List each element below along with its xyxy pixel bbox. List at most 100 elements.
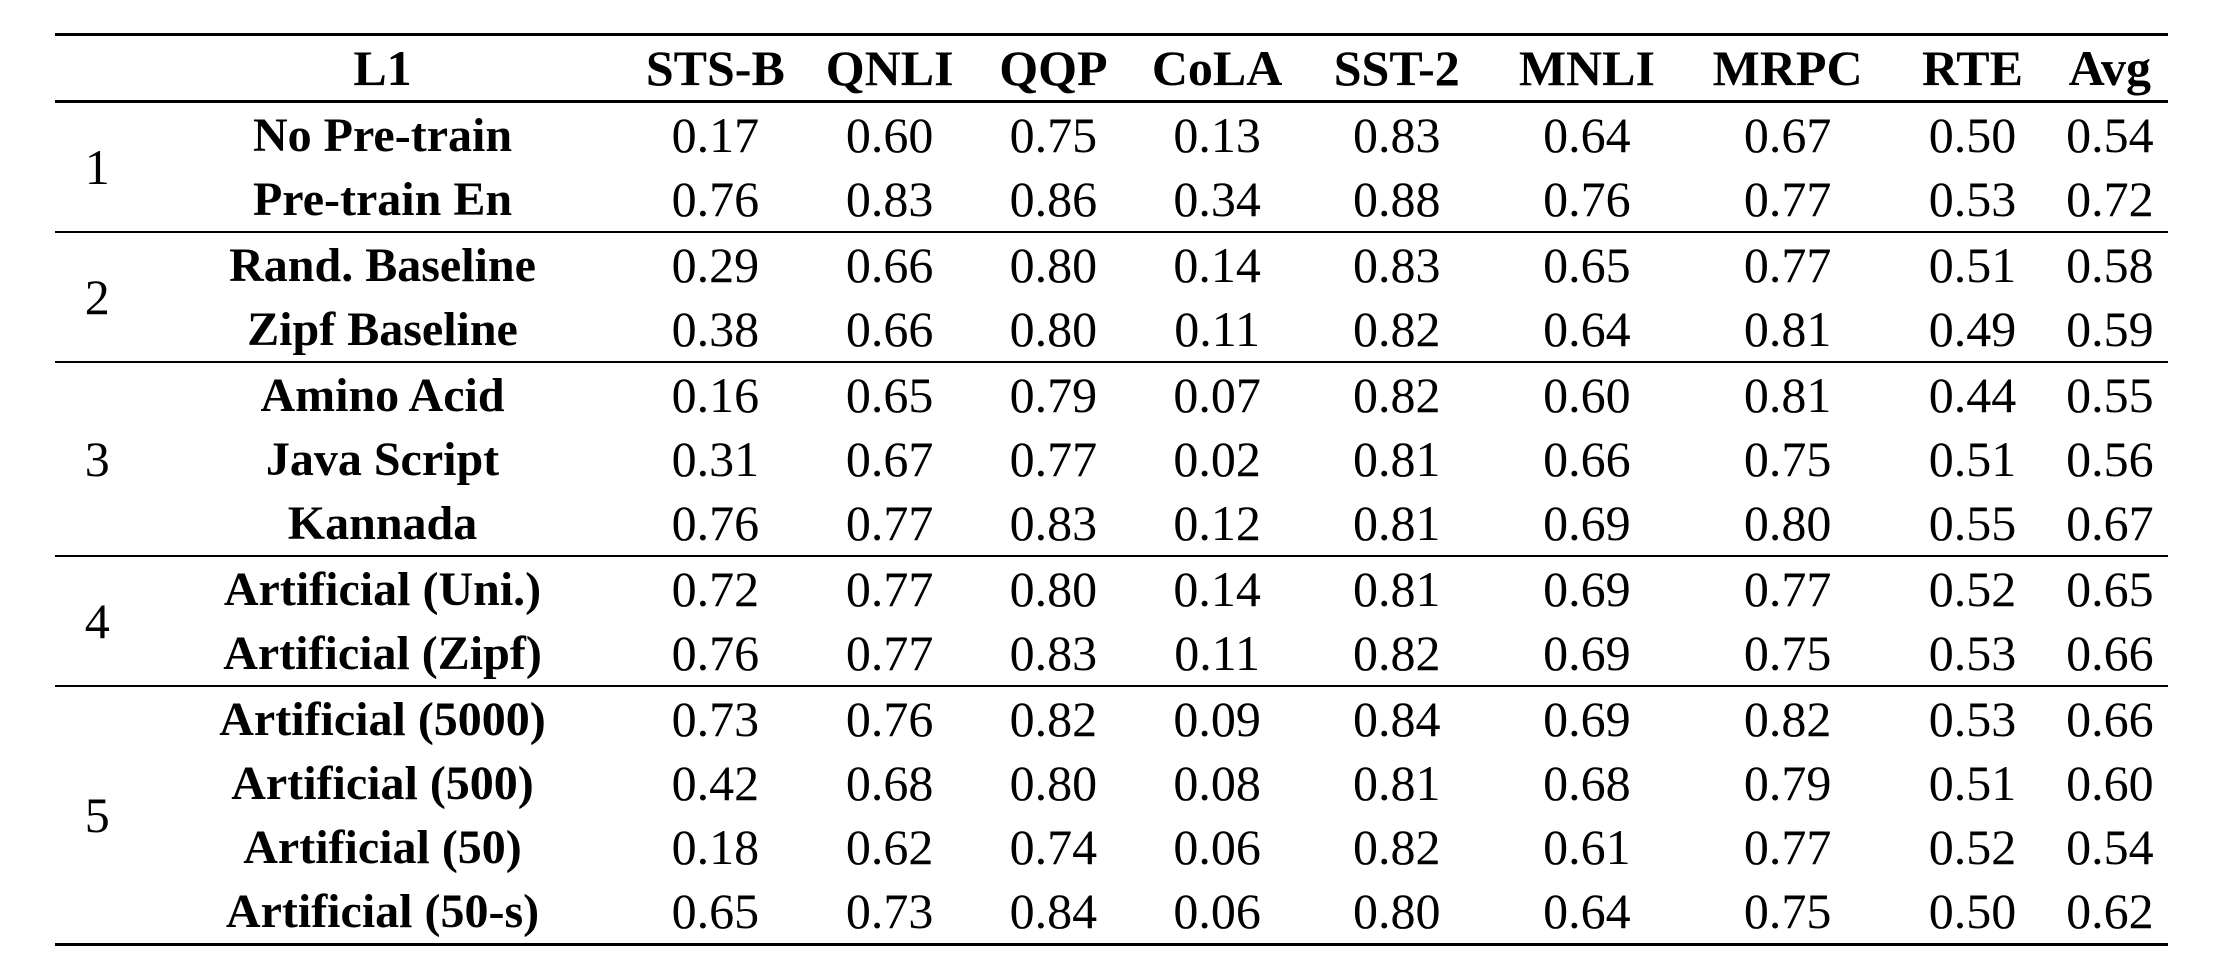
cell-value: 0.76	[671, 171, 760, 227]
cell-value: 0.68	[845, 755, 934, 811]
cell-value: 0.67	[845, 431, 934, 487]
cell-value: 0.75	[1743, 431, 1832, 487]
cell-value: 0.80	[1009, 561, 1098, 617]
row-label: Zipf Baseline	[247, 302, 518, 356]
cell-value: 0.12	[1173, 495, 1261, 551]
cell-value: 0.77	[1743, 237, 1832, 293]
cell-value: 0.76	[671, 625, 760, 681]
table-row: Java Script 0.31 0.67 0.77 0.02 0.81 0.66 0.75 0…	[55, 427, 2168, 491]
cell-value: 0.60	[1543, 367, 1631, 423]
cell-value: 0.72	[671, 561, 760, 617]
cell-value: 0.81	[1352, 561, 1441, 617]
cell-value: 0.55	[2066, 367, 2154, 423]
cell-value: 0.51	[1928, 755, 2017, 811]
cell-value: 0.80	[1009, 755, 1098, 811]
group-number: 2	[84, 269, 110, 325]
cell-value: 0.17	[671, 107, 760, 163]
cell-value: 0.65	[845, 367, 934, 423]
cell-value: 0.80	[1352, 883, 1441, 939]
cell-value: 0.69	[1543, 691, 1631, 747]
cell-value: 0.56	[2066, 431, 2154, 487]
cell-value: 0.66	[2066, 691, 2154, 747]
cell-value: 0.77	[1743, 561, 1832, 617]
cell-value: 0.83	[845, 171, 934, 227]
cell-value: 0.53	[1928, 691, 2017, 747]
cell-value: 0.66	[2066, 625, 2154, 681]
cell-value: 0.59	[2066, 301, 2154, 357]
cell-value: 0.81	[1743, 367, 1832, 423]
cell-value: 0.64	[1543, 107, 1631, 163]
cell-value: 0.81	[1743, 301, 1832, 357]
cell-value: 0.67	[2066, 495, 2154, 551]
group-column-header	[55, 35, 140, 102]
table-header: L1 STS-B QNLI QQP CoLA SST-2 MNLI MRPC RTE Avg	[55, 35, 2168, 102]
cell-value: 0.83	[1009, 495, 1098, 551]
cell-value: 0.80	[1009, 301, 1098, 357]
row-label: Amino Acid	[260, 368, 505, 422]
cell-value: 0.69	[1543, 561, 1631, 617]
cell-value: 0.88	[1352, 171, 1441, 227]
table-row: 5 Artificial (5000) 0.73 0.76 0.82 0.09 0.84 0.…	[55, 686, 2168, 843]
cell-value: 0.82	[1352, 301, 1441, 357]
header-row: L1 STS-B QNLI QQP CoLA SST-2 MNLI MRPC RTE Avg	[55, 35, 2168, 102]
cell-value: 0.67	[1743, 107, 1832, 163]
cell-value: 0.11	[1174, 625, 1260, 681]
column-header-mnli: MNLI	[1518, 40, 1655, 96]
row-label: Artificial (50)	[243, 820, 522, 874]
cell-value: 0.75	[1009, 107, 1098, 163]
group-number: 5	[84, 787, 110, 843]
column-header-cola: CoLA	[1151, 40, 1283, 96]
cell-value: 0.77	[845, 625, 934, 681]
row-group-1: 1 No Pre-train 0.17 0.60 0.75 0.13 0.83 0.64 0.6…	[55, 102, 2168, 233]
column-header-sst-2: SST-2	[1333, 40, 1460, 96]
paper-results-table-container: L1 STS-B QNLI QQP CoLA SST-2 MNLI MRPC RTE Avg 1 N…	[55, 33, 2168, 946]
cell-value: 0.07	[1173, 367, 1261, 423]
column-header-mrpc: MRPC	[1712, 40, 1863, 96]
cell-value: 0.86	[1009, 171, 1098, 227]
table-row: Zipf Baseline 0.38 0.66 0.80 0.11 0.82 0.64 0.8…	[55, 297, 2168, 362]
cell-value: 0.68	[1543, 755, 1631, 811]
cell-value: 0.76	[845, 691, 934, 747]
cell-value: 0.75	[1743, 625, 1832, 681]
cell-value: 0.77	[845, 561, 934, 617]
row-label: Kannada	[287, 496, 478, 550]
cell-value: 0.79	[1743, 755, 1832, 811]
cell-value: 0.50	[1928, 107, 2017, 163]
cell-value: 0.84	[1352, 691, 1441, 747]
cell-value: 0.38	[671, 301, 760, 357]
cell-value: 0.52	[1928, 819, 2017, 875]
row-group-3: 3 Amino Acid 0.16 0.65 0.79 0.07 0.82 0.60 0.81 0…	[55, 362, 2168, 556]
cell-value: 0.60	[845, 107, 934, 163]
cell-value: 0.49	[1928, 301, 2017, 357]
cell-value: 0.83	[1352, 107, 1441, 163]
column-header-sts-b: STS-B	[645, 40, 785, 96]
table-row: Pre-train En 0.76 0.83 0.86 0.34 0.88 0.76 0.77…	[55, 167, 2168, 232]
cell-value: 0.08	[1173, 755, 1261, 811]
cell-value: 0.54	[2066, 819, 2154, 875]
row-label: Artificial (Zipf)	[223, 626, 542, 680]
row-label: Pre-train En	[252, 172, 513, 226]
row-label: No Pre-train	[253, 108, 513, 162]
cell-value: 0.51	[1928, 237, 2017, 293]
cell-value: 0.31	[671, 431, 760, 487]
row-group-4: 4 Artificial (Uni.) 0.72 0.77 0.80 0.14 0.81 0.…	[55, 556, 2168, 686]
cell-value: 0.50	[1928, 883, 2017, 939]
cell-value: 0.72	[2066, 171, 2154, 227]
group-number: 3	[84, 431, 110, 487]
cell-value: 0.82	[1352, 367, 1441, 423]
table-row: Artificial (50) 0.18 0.62 0.74 0.06 0.82 0.61 0…	[55, 815, 2168, 879]
cell-value: 0.16	[671, 367, 760, 423]
cell-value: 0.55	[1928, 495, 2017, 551]
row-label: Artificial (50-s)	[225, 884, 540, 938]
row-label: Rand. Baseline	[229, 238, 536, 292]
row-label: Artificial (500)	[231, 756, 534, 810]
table-row: Artificial (50-s) 0.65 0.73 0.84 0.06 0.80 0.6…	[55, 879, 2168, 945]
cell-value: 0.66	[1543, 431, 1631, 487]
row-group-5: 5 Artificial (5000) 0.73 0.76 0.82 0.09 0.84 0.…	[55, 686, 2168, 945]
group-number: 1	[84, 139, 110, 195]
row-group-2: 2 Rand. Baseline 0.29 0.66 0.80 0.14 0.83 0.65 0…	[55, 232, 2168, 362]
cell-value: 0.84	[1009, 883, 1098, 939]
table-row: Artificial (Zipf) 0.76 0.77 0.83 0.11 0.82 0.6…	[55, 621, 2168, 686]
cell-value: 0.82	[1352, 625, 1441, 681]
cell-value: 0.69	[1543, 495, 1631, 551]
